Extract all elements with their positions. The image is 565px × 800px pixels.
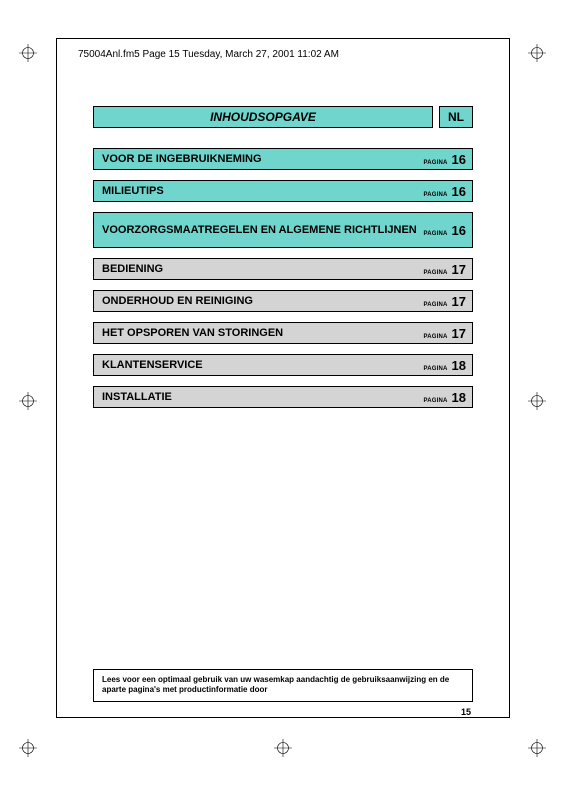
toc-title: INHOUDSOPGAVE	[93, 106, 433, 128]
toc-entry-page: 17	[452, 326, 466, 341]
pagina-label: PAGINA	[423, 270, 447, 276]
toc-entry: HET OPSPOREN VAN STORINGENPAGINA 17	[93, 322, 473, 344]
pagina-label: PAGINA	[423, 302, 447, 308]
toc-entry-page: 17	[452, 262, 466, 277]
toc-entry-pageref: PAGINA 18	[423, 390, 466, 405]
toc-entry-title: BEDIENING	[102, 263, 423, 275]
toc-entry-pageref: PAGINA 17	[423, 262, 466, 277]
reg-mark-icon	[19, 739, 37, 757]
toc-entry: BEDIENINGPAGINA 17	[93, 258, 473, 280]
toc-entry-pageref: PAGINA 17	[423, 326, 466, 341]
toc-entry-pageref: PAGINA 18	[423, 358, 466, 373]
reg-mark-icon	[19, 392, 37, 410]
toc-entry-page: 16	[452, 184, 466, 199]
title-row: INHOUDSOPGAVE NL	[93, 106, 473, 128]
language-code: NL	[439, 106, 473, 128]
pagina-label: PAGINA	[423, 366, 447, 372]
toc-entry-pageref: PAGINA 16	[423, 184, 466, 199]
toc-entry-title: KLANTENSERVICE	[102, 359, 423, 371]
toc-entry-page: 18	[452, 390, 466, 405]
toc-entry: INSTALLATIEPAGINA 18	[93, 386, 473, 408]
pagina-label: PAGINA	[423, 398, 447, 404]
toc-entry: VOOR DE INGEBRUIKNEMINGPAGINA 16	[93, 148, 473, 170]
toc-entry-page: 18	[452, 358, 466, 373]
toc-entry-page: 17	[452, 294, 466, 309]
reg-mark-icon	[528, 44, 546, 62]
toc-entry: KLANTENSERVICEPAGINA 18	[93, 354, 473, 376]
toc-entry-pageref: PAGINA 16	[423, 223, 466, 238]
pagina-label: PAGINA	[423, 231, 447, 237]
toc-entry-title: HET OPSPOREN VAN STORINGEN	[102, 327, 423, 339]
footer-note: Lees voor een optimaal gebruik van uw wa…	[93, 669, 473, 702]
toc-entry-title: VOOR DE INGEBRUIKNEMING	[102, 153, 423, 165]
pagina-label: PAGINA	[423, 192, 447, 198]
toc-entry-pageref: PAGINA 16	[423, 152, 466, 167]
toc-list: VOOR DE INGEBRUIKNEMINGPAGINA16MILIEUTIP…	[93, 148, 473, 408]
toc-entry: VOORZORGSMAATREGELEN EN ALGEMENE RICHTLI…	[93, 212, 473, 248]
header-source-line: 75004Anl.fm5 Page 15 Tuesday, March 27, …	[78, 49, 339, 60]
toc-entry-title: INSTALLATIE	[102, 391, 423, 403]
page-number: 15	[461, 707, 471, 717]
reg-mark-icon	[528, 392, 546, 410]
reg-mark-icon	[274, 739, 292, 757]
reg-mark-icon	[19, 44, 37, 62]
toc-entry-title: MILIEUTIPS	[102, 185, 423, 197]
toc-entry-page: 16	[452, 152, 466, 167]
pagina-label: PAGINA	[423, 160, 447, 166]
toc-entry: ONDERHOUD EN REINIGINGPAGINA 17	[93, 290, 473, 312]
toc-entry-page: 16	[452, 223, 466, 238]
toc-entry-title: VOORZORGSMAATREGELEN EN ALGEMENE RICHTLI…	[102, 224, 423, 237]
toc-content: INHOUDSOPGAVE NL VOOR DE INGEBRUIKNEMING…	[93, 106, 473, 418]
pagina-label: PAGINA	[423, 334, 447, 340]
toc-entry-title: ONDERHOUD EN REINIGING	[102, 295, 423, 307]
toc-entry-pageref: PAGINA 17	[423, 294, 466, 309]
toc-entry: MILIEUTIPSPAGINA 16	[93, 180, 473, 202]
reg-mark-icon	[528, 739, 546, 757]
